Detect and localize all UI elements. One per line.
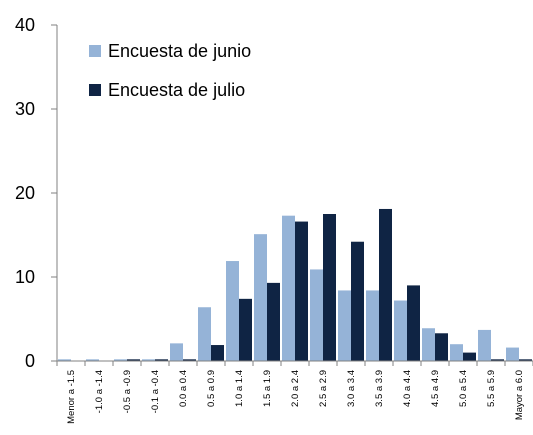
bar-julio (183, 359, 196, 361)
bar-junio (282, 215, 295, 361)
x-tick-label: 1.5 a 1.9 (262, 370, 273, 407)
x-tick-label: Mayor a 6.0 (514, 370, 525, 420)
bar-junio (338, 290, 351, 361)
bar-julio (267, 282, 280, 361)
bar-julio (239, 298, 252, 361)
bar-junio (506, 347, 519, 361)
bar-junio (394, 300, 407, 361)
y-tick-label: 30 (15, 99, 35, 119)
bar-julio (435, 333, 448, 361)
bar-junio (226, 261, 239, 361)
x-tick-label: 0.5 a 0.9 (206, 370, 217, 407)
bar-junio (478, 329, 491, 361)
bar-junio (450, 344, 463, 361)
bar-julio (463, 352, 476, 361)
x-tick-label: 4.0 a 4.4 (402, 370, 413, 407)
y-axis: 0 10 20 30 40 (15, 15, 57, 371)
bar-julio (155, 359, 168, 361)
x-tick-label: 0.0 a 0.4 (178, 370, 189, 407)
legend-swatch-julio (89, 84, 101, 96)
bar-julio (211, 345, 224, 361)
bar-junio (86, 359, 99, 361)
x-tick-label: 1.0 a 1.4 (234, 370, 245, 407)
legend-label: Encuesta de julio (108, 80, 245, 100)
bar-junio (170, 343, 183, 361)
legend-swatch-junio (89, 45, 101, 57)
x-tick-label: -0.5 a -0.9 (122, 370, 133, 413)
bar-junio (422, 328, 435, 361)
bar-julio (407, 285, 420, 361)
bar-julio (323, 214, 336, 361)
bar-junio (254, 234, 267, 361)
x-tick-label: -1.0 a -1.4 (94, 370, 105, 413)
x-tick-label: 5.0 a 5.4 (458, 370, 469, 407)
bar-julio (351, 241, 364, 361)
y-tick-label: 10 (15, 267, 35, 287)
y-tick-label: 40 (15, 15, 35, 35)
y-tick-label: 20 (15, 183, 35, 203)
x-tick-label: 4.5 a 4.9 (430, 370, 441, 407)
bars-group (58, 208, 532, 361)
x-tick-label: 3.0 a 3.4 (346, 370, 357, 407)
bar-julio (491, 359, 504, 361)
x-tick-label: 5.5 a 5.9 (486, 370, 497, 407)
x-tick-label: 2.5 a 2.9 (318, 370, 329, 407)
bar-junio (310, 269, 323, 361)
bar-junio (114, 359, 127, 361)
bar-junio (142, 359, 155, 361)
x-tick-label: -0.1 a -0.4 (150, 370, 161, 413)
bar-julio (519, 359, 532, 361)
bar-julio (127, 359, 140, 361)
bar-julio (295, 221, 308, 361)
bar-junio (366, 290, 379, 361)
legend: Encuesta de junio Encuesta de julio (89, 41, 251, 100)
x-tick-label: 2.0 a 2.4 (290, 370, 301, 407)
bar-junio (198, 307, 211, 361)
axes-group (56, 25, 533, 362)
y-tick-label: 0 (25, 351, 35, 371)
bar-junio (58, 359, 71, 361)
x-tick-label: 3.5 a 3.9 (374, 370, 385, 407)
x-tick-label: Menor a -1.5 (66, 370, 77, 424)
legend-label: Encuesta de junio (108, 41, 251, 61)
bar-julio (379, 208, 392, 361)
x-axis: Menor a -1.5 -1.0 a -1.4 -0.5 a -0.9 -0.1 a… (56, 361, 533, 424)
